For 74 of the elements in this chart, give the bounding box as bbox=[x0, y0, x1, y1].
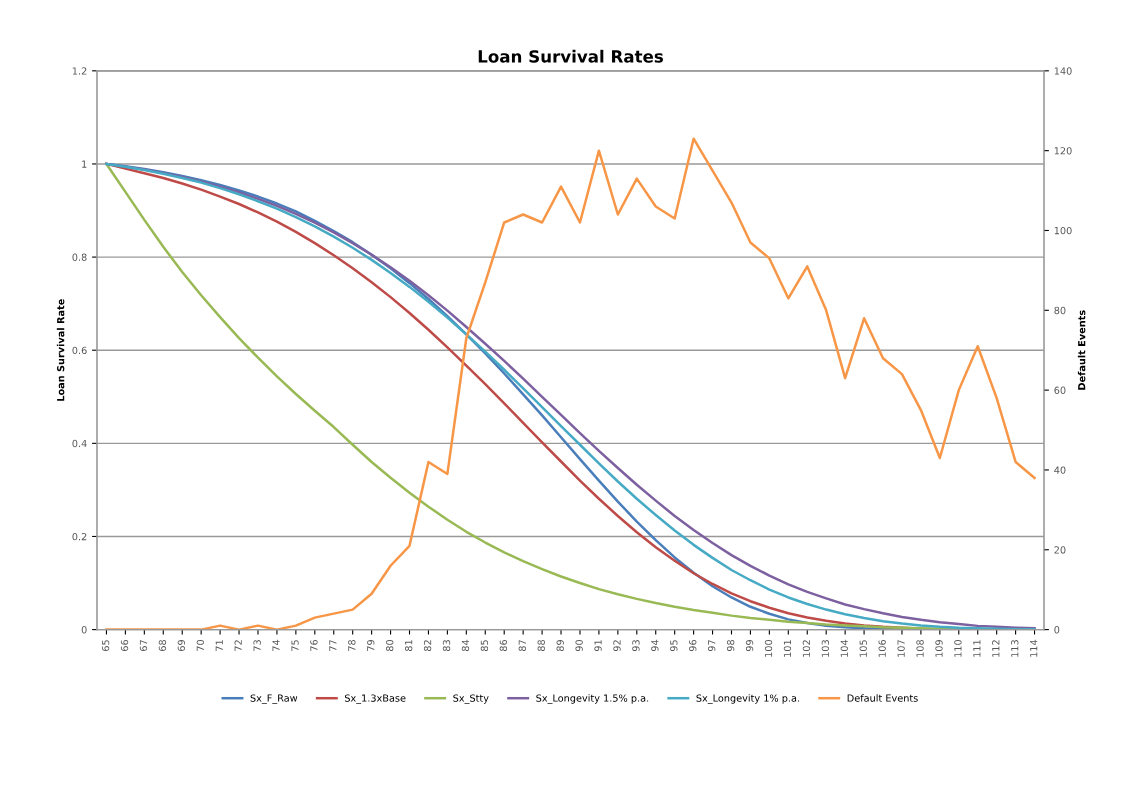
x-tick-label: 79 bbox=[367, 640, 375, 651]
x-tick-label: 84 bbox=[461, 639, 470, 652]
y-tick-label: 0.2 bbox=[72, 532, 87, 541]
x-tick-label: 75 bbox=[291, 640, 299, 651]
x-tick-label: 91 bbox=[594, 640, 602, 652]
y-axis-title: Loan Survival Rate bbox=[56, 299, 65, 401]
y2-tick-label: 100 bbox=[1054, 226, 1072, 235]
x-tick-label: 71 bbox=[215, 640, 223, 651]
x-tick-label: 114 bbox=[1030, 639, 1038, 657]
x-tick-label: 81 bbox=[404, 640, 413, 652]
y-tick-label: 0.6 bbox=[72, 346, 87, 355]
x-tick-label: 83 bbox=[442, 640, 451, 652]
x-tick-label: 105 bbox=[859, 640, 867, 657]
x-tick-label: 92 bbox=[613, 640, 621, 652]
x-tick-label: 82 bbox=[423, 640, 432, 652]
y2-tick-label: 60 bbox=[1054, 386, 1066, 394]
y-tick-label: 0 bbox=[81, 626, 87, 634]
legend-label: Sx_Stty bbox=[453, 694, 489, 704]
x-tick-label: 66 bbox=[120, 639, 129, 652]
x-tick-label: 77 bbox=[329, 640, 337, 651]
x-tick-label: 72 bbox=[234, 640, 242, 651]
x-tick-label: 110 bbox=[954, 639, 962, 657]
legend-label: Sx_1.3xBase bbox=[344, 694, 406, 704]
x-tick-label: 65 bbox=[101, 640, 110, 652]
x-tick-label: 103 bbox=[821, 640, 830, 657]
y-tick-label: 1 bbox=[82, 160, 87, 168]
x-tick-label: 104 bbox=[840, 639, 848, 657]
legend-label: Sx_Longevity 1% p.a. bbox=[696, 694, 800, 704]
y-tick-label: 1.2 bbox=[72, 67, 87, 75]
y2-tick-label: 140 bbox=[1054, 67, 1072, 75]
x-tick-label: 89 bbox=[556, 640, 564, 652]
x-tick-label: 78 bbox=[348, 639, 356, 651]
x-tick-label: 80 bbox=[386, 639, 394, 652]
y2-tick-label: 80 bbox=[1054, 306, 1066, 315]
x-tick-label: 108 bbox=[916, 639, 924, 657]
x-tick-label: 73 bbox=[253, 640, 261, 651]
x-tick-label: 107 bbox=[897, 640, 905, 657]
chart-title: Loan Survival Rates bbox=[478, 49, 663, 63]
legend-label: Sx_Longevity 1.5% p.a. bbox=[536, 694, 649, 704]
x-tick-label: 68 bbox=[158, 639, 167, 652]
x-tick-label: 85 bbox=[480, 640, 489, 652]
x-tick-label: 87 bbox=[518, 640, 526, 652]
x-tick-label: 94 bbox=[651, 639, 659, 652]
x-tick-label: 98 bbox=[726, 639, 735, 652]
x-tick-label: 101 bbox=[783, 640, 792, 657]
x-tick-label: 69 bbox=[177, 640, 186, 652]
y2-axis-title: Default Events bbox=[1077, 310, 1086, 390]
x-tick-label: 90 bbox=[575, 639, 583, 652]
x-tick-label: 99 bbox=[745, 640, 754, 652]
x-tick-label: 95 bbox=[670, 640, 678, 652]
x-tick-label: 111 bbox=[973, 640, 981, 657]
x-tick-label: 112 bbox=[992, 640, 1000, 657]
x-tick-label: 67 bbox=[139, 640, 148, 652]
x-tick-label: 106 bbox=[878, 639, 886, 657]
y2-tick-label: 0 bbox=[1054, 626, 1060, 634]
legend-label: Sx_F_Raw bbox=[250, 694, 298, 704]
x-tick-label: 86 bbox=[499, 639, 508, 652]
x-tick-label: 70 bbox=[196, 639, 204, 651]
x-tick-label: 102 bbox=[802, 640, 811, 657]
x-tick-label: 100 bbox=[764, 639, 773, 657]
x-tick-label: 96 bbox=[689, 639, 697, 652]
y2-tick-label: 120 bbox=[1054, 147, 1072, 155]
y-tick-label: 0.8 bbox=[72, 253, 87, 261]
y2-tick-label: 20 bbox=[1054, 546, 1066, 554]
x-tick-label: 74 bbox=[272, 639, 280, 651]
x-tick-label: 88 bbox=[537, 639, 545, 652]
legend-label: Default Events bbox=[847, 694, 918, 702]
x-tick-label: 113 bbox=[1011, 640, 1019, 657]
y2-tick-label: 40 bbox=[1054, 466, 1066, 474]
x-tick-label: 93 bbox=[632, 640, 640, 652]
x-tick-label: 76 bbox=[310, 639, 318, 651]
x-tick-label: 97 bbox=[708, 640, 716, 652]
y-tick-label: 0.4 bbox=[72, 439, 87, 448]
x-tick-label: 109 bbox=[935, 640, 943, 657]
